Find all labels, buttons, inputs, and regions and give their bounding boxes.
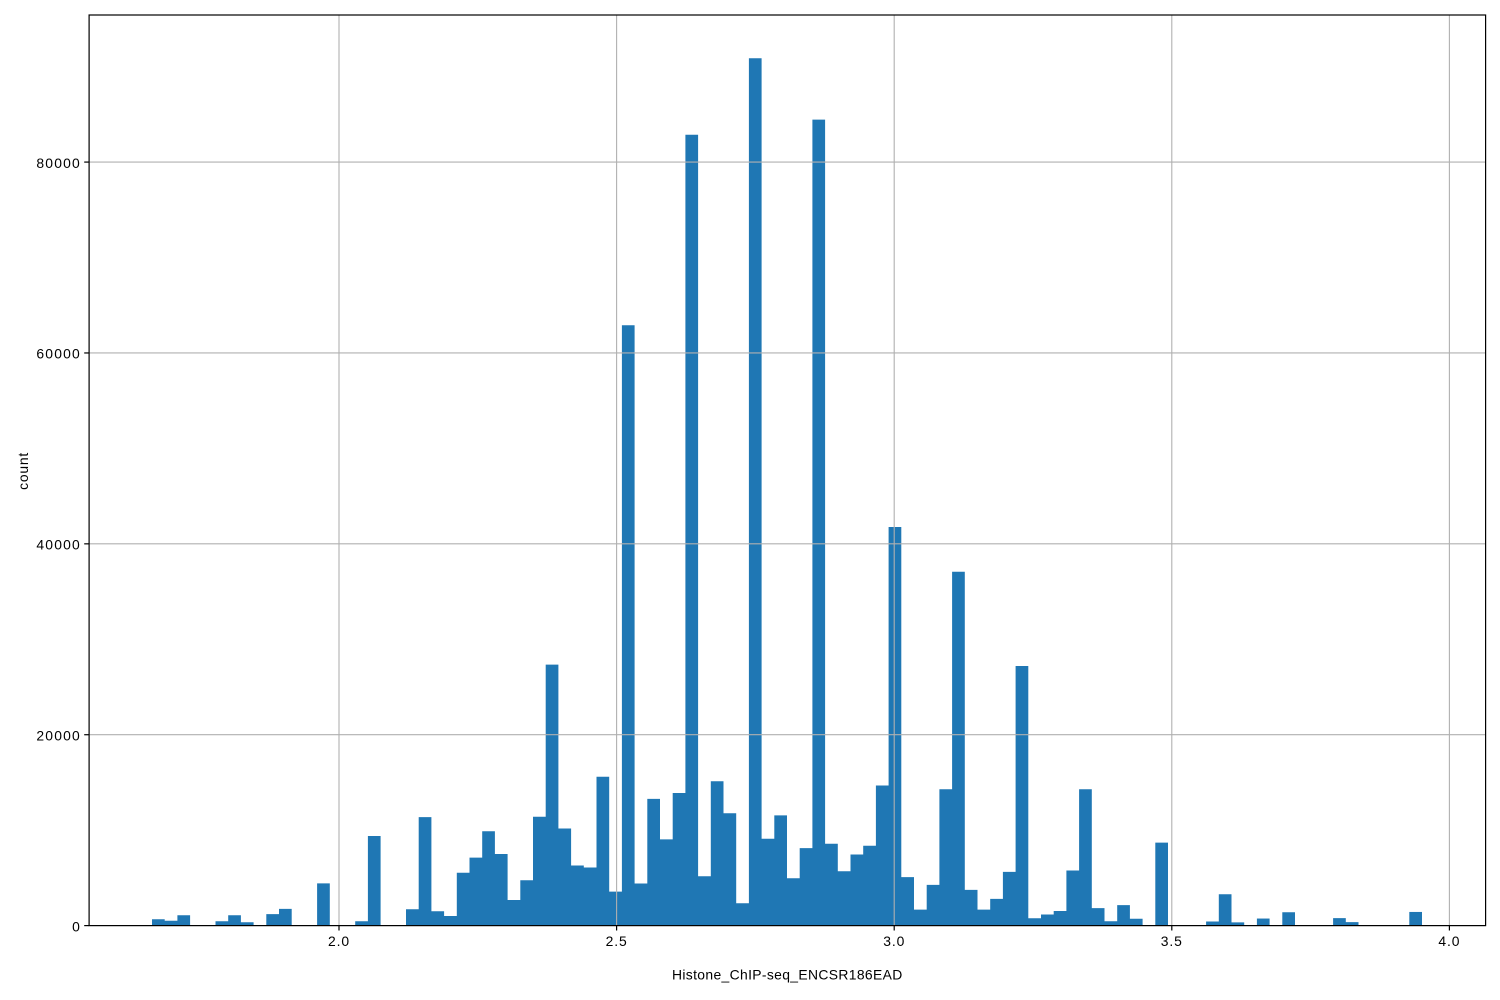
svg-text:20000: 20000	[36, 727, 81, 743]
svg-text:80000: 80000	[36, 155, 81, 171]
svg-text:3.0: 3.0	[883, 933, 905, 949]
svg-text:2.0: 2.0	[328, 933, 350, 949]
svg-text:3.5: 3.5	[1161, 933, 1183, 949]
svg-text:40000: 40000	[36, 537, 81, 553]
svg-text:count: count	[15, 452, 31, 490]
svg-text:2.5: 2.5	[606, 933, 628, 949]
svg-text:4.0: 4.0	[1438, 933, 1460, 949]
svg-text:0: 0	[72, 918, 81, 934]
svg-text:Histone_ChIP-seq_ENCSR186EAD: Histone_ChIP-seq_ENCSR186EAD	[672, 967, 903, 983]
svg-text:60000: 60000	[36, 346, 81, 362]
